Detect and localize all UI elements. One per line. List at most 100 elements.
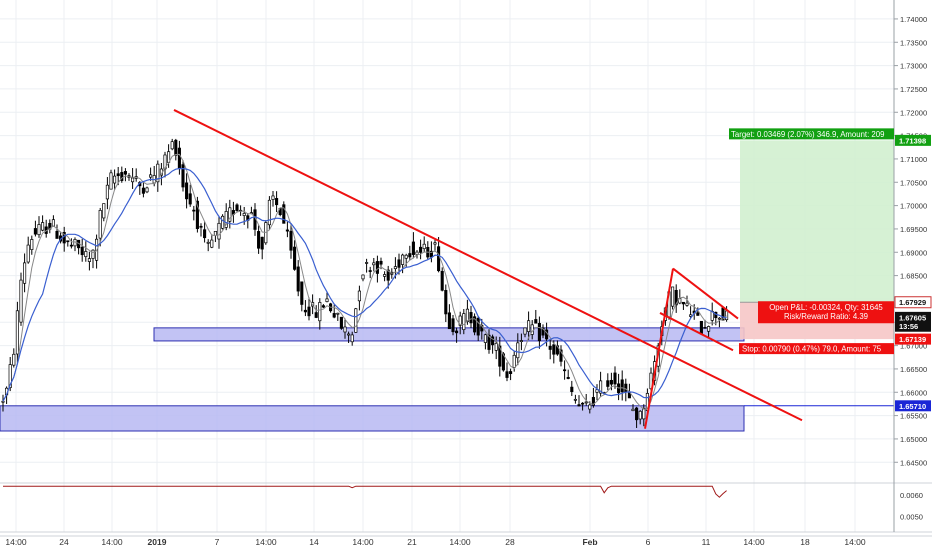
candle-body	[55, 230, 59, 239]
candle-body	[15, 310, 19, 355]
candle-body	[203, 229, 207, 239]
candle-body	[627, 392, 631, 399]
candle-body	[422, 243, 426, 250]
candle-body	[613, 372, 617, 385]
candle	[235, 203, 239, 212]
candle-body	[213, 230, 217, 236]
candle-body	[411, 241, 415, 255]
candle	[350, 331, 354, 346]
candle	[84, 241, 88, 262]
candle-body	[451, 318, 455, 333]
candle	[123, 168, 127, 182]
price-tick-label: 1.65000	[900, 435, 927, 444]
candle	[505, 362, 509, 382]
candle	[368, 266, 372, 279]
price-tag-bg	[895, 400, 931, 412]
candle-body	[109, 172, 113, 190]
candle-body	[307, 306, 311, 317]
candle	[339, 316, 343, 330]
candle	[296, 260, 300, 297]
candle-body	[699, 320, 703, 334]
candle	[487, 329, 491, 354]
candle	[300, 281, 304, 312]
candle	[275, 191, 279, 213]
candle-body	[458, 315, 462, 326]
candle-body	[447, 312, 451, 330]
candle	[192, 206, 196, 221]
candle-body	[80, 246, 84, 256]
candle-body	[462, 313, 466, 331]
time-tick-label: 18	[800, 537, 810, 547]
candle	[267, 196, 271, 230]
candle	[30, 235, 34, 255]
candle-body	[343, 326, 347, 333]
candle	[365, 258, 369, 273]
candle-body	[69, 244, 73, 247]
candle-body	[577, 404, 581, 407]
candle	[185, 173, 189, 209]
candle-body	[595, 389, 599, 393]
candle	[422, 236, 426, 252]
candle	[318, 298, 322, 330]
candle-body	[141, 187, 145, 194]
candle	[372, 257, 376, 272]
candle-body	[566, 376, 570, 379]
candle	[433, 238, 437, 252]
candle	[404, 253, 408, 267]
price-tag-bg	[895, 333, 931, 345]
candle	[354, 307, 358, 333]
candle-body	[404, 254, 408, 259]
candle-body	[365, 262, 369, 264]
candle-body	[703, 327, 707, 329]
candle-body	[321, 305, 325, 308]
candle-body	[375, 261, 379, 274]
time-tick-label: 28	[505, 537, 515, 547]
candle	[156, 160, 160, 192]
candle	[1, 394, 5, 412]
time-tick-label: 6	[646, 537, 651, 547]
candle	[141, 181, 145, 198]
candle-body	[37, 224, 41, 236]
price-tick-label: 1.66500	[900, 365, 927, 374]
candle-body	[491, 336, 495, 346]
candle-body	[318, 302, 322, 322]
candle	[397, 253, 401, 275]
candle-body	[685, 302, 689, 306]
stop-label: Stop: 0.00790 (0.47%) 79.0, Amount: 75	[739, 343, 894, 355]
candle-body	[516, 342, 520, 359]
candle	[33, 220, 37, 237]
candle	[224, 203, 228, 231]
candle-body	[527, 320, 531, 332]
candle-body	[296, 266, 300, 292]
candle-body	[609, 379, 613, 385]
candle-body	[19, 279, 23, 323]
candle-body	[145, 187, 149, 193]
candle	[206, 239, 210, 252]
candle-body	[563, 369, 567, 372]
candle-body	[408, 253, 412, 258]
candle	[473, 313, 477, 336]
candle-body	[192, 209, 196, 212]
candle-body	[293, 246, 297, 270]
candle	[195, 196, 199, 233]
price-tag-support: 1.65710	[895, 400, 931, 412]
candle-body	[437, 246, 441, 272]
candle	[15, 301, 19, 363]
open-pnl-text: Open P&L: -0.00324, Qty: 31645	[769, 303, 883, 312]
price-tag-entry: 1.67929	[894, 296, 932, 309]
price-tick-label: 1.65500	[900, 412, 927, 421]
candle	[336, 312, 340, 321]
candle	[444, 284, 448, 323]
candle	[120, 166, 124, 183]
candle-body	[584, 401, 588, 404]
candle-body	[41, 222, 45, 231]
candle-body	[635, 407, 639, 421]
candle	[620, 370, 624, 401]
candle	[458, 311, 462, 335]
candle	[12, 348, 16, 368]
price-tick-label: 1.67000	[900, 342, 927, 351]
time-tick-label: 14:00	[844, 537, 866, 547]
candle-body	[620, 379, 624, 393]
moving-average-fast	[2, 153, 727, 410]
candle	[347, 331, 351, 343]
